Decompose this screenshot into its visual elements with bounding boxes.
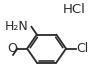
Text: Cl: Cl <box>77 42 89 55</box>
Text: HCl: HCl <box>62 3 85 16</box>
Text: O: O <box>7 42 17 55</box>
Text: H₂N: H₂N <box>5 20 29 33</box>
